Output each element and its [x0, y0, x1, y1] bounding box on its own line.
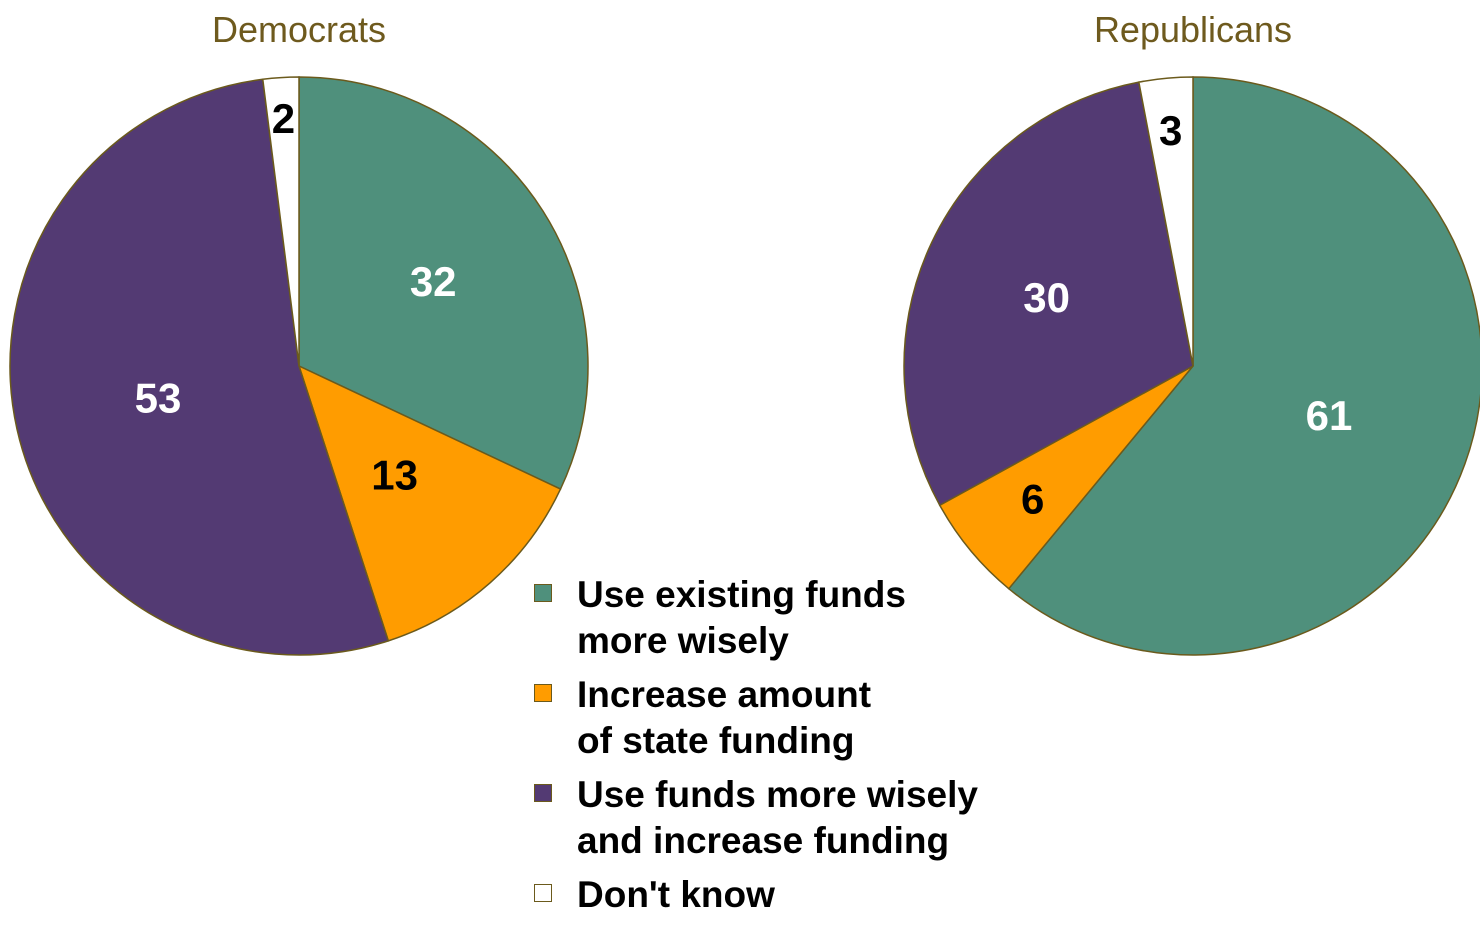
legend-label: Increase amount of state funding — [577, 674, 872, 761]
pie-slice-use-existing-funds-more-wisely — [1007, 76, 1480, 656]
legend-label: Use existing funds more wisely — [577, 574, 906, 661]
legend-swatch — [534, 884, 552, 902]
legend-swatch — [534, 684, 552, 702]
pie-slice-use-funds-more-wisely-and-increase-funding — [903, 81, 1194, 507]
legend-item-dont-know: Don't know — [534, 872, 1047, 918]
legend-label: Use funds more wisely and increase fundi… — [577, 774, 978, 861]
data-label-use-funds-more-wisely-and-increase-funding: 30 — [1023, 274, 1070, 321]
pie-title-democrats: Democrats — [212, 9, 386, 50]
pie-slice-use-funds-more-wisely-and-increase-funding — [9, 78, 390, 656]
pie-slice-increase-amount-of-state-funding — [297, 364, 562, 642]
legend-item-increase-funding: Increase amount of state funding — [534, 672, 1047, 764]
pie-chart-democrats: Democrats 32 13 53 2 — [9, 9, 589, 656]
legend-swatch — [534, 784, 552, 802]
legend-item-both: Use funds more wisely and increase fundi… — [534, 772, 1047, 864]
data-label-use-funds-more-wisely-and-increase-funding: 53 — [135, 375, 182, 422]
legend-label: Don't know — [577, 874, 775, 915]
data-label-don-t-know: 3 — [1159, 107, 1182, 154]
data-label-use-existing-funds-more-wisely: 32 — [410, 258, 457, 305]
data-label-don-t-know: 2 — [272, 95, 295, 142]
data-label-use-existing-funds-more-wisely: 61 — [1306, 392, 1353, 439]
pie-slice-use-existing-funds-more-wisely — [298, 76, 589, 491]
pie-slice-don-t-know — [261, 76, 300, 367]
legend: Use existing funds more wisely Increase … — [534, 572, 1047, 926]
pie-title-republicans: Republicans — [1094, 9, 1292, 50]
data-label-increase-amount-of-state-funding: 13 — [371, 451, 418, 498]
pie-chart-republicans: Republicans 61 6 30 3 — [903, 9, 1480, 656]
legend-swatch — [534, 584, 552, 602]
pie-slice-don-t-know — [1137, 76, 1194, 367]
legend-item-existing-funds: Use existing funds more wisely — [534, 572, 1047, 664]
data-label-increase-amount-of-state-funding: 6 — [1021, 476, 1044, 523]
